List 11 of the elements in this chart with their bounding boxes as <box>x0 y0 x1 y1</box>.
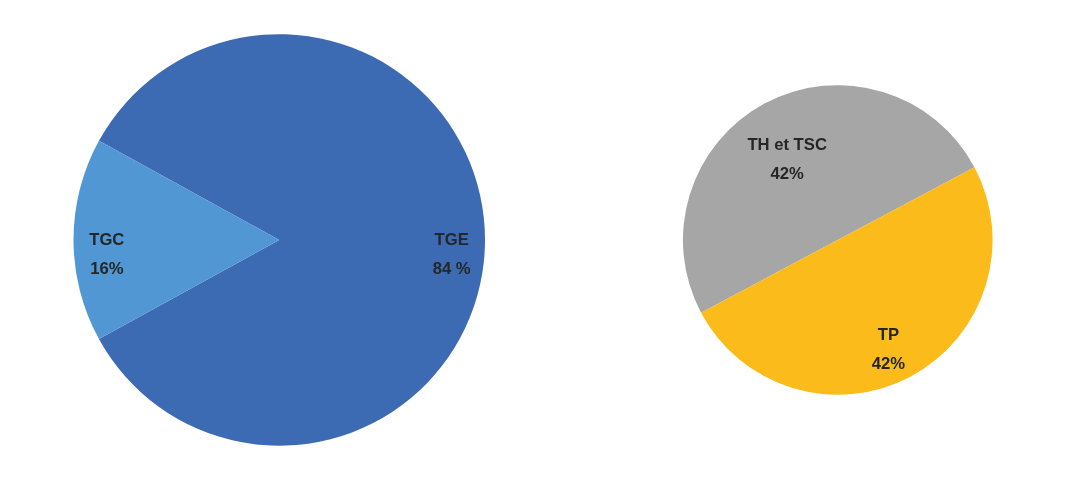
data-label: 42% <box>871 354 906 374</box>
pie-slice <box>701 167 993 395</box>
slice-label: TP <box>877 325 899 345</box>
data-label: 42% <box>770 164 804 184</box>
data-label: 84 % <box>432 259 471 279</box>
pie-slice <box>73 140 280 340</box>
data-label: 16% <box>90 259 124 279</box>
pie-slice <box>682 85 975 313</box>
slice-label: TH et TSC <box>747 134 827 154</box>
slice-label: TGE <box>434 229 469 249</box>
slice-label: TGC <box>89 229 125 249</box>
